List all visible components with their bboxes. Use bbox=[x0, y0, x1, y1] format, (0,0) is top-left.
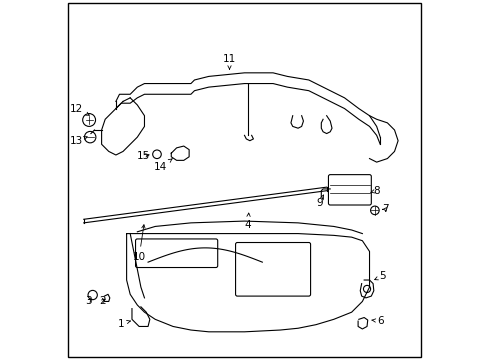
Text: 9: 9 bbox=[316, 195, 323, 208]
Text: 6: 6 bbox=[371, 316, 384, 326]
Text: 7: 7 bbox=[382, 204, 388, 214]
Text: 4: 4 bbox=[244, 213, 251, 230]
Text: 11: 11 bbox=[223, 54, 236, 69]
Text: 3: 3 bbox=[84, 296, 92, 306]
Text: 1: 1 bbox=[118, 319, 130, 329]
Text: 12: 12 bbox=[70, 104, 89, 115]
Text: 8: 8 bbox=[370, 186, 379, 196]
Text: 13: 13 bbox=[70, 136, 87, 147]
Text: 2: 2 bbox=[99, 296, 105, 306]
Text: 10: 10 bbox=[132, 225, 145, 262]
Text: 5: 5 bbox=[374, 271, 385, 282]
Text: 15: 15 bbox=[137, 151, 150, 161]
Text: 14: 14 bbox=[154, 159, 172, 172]
